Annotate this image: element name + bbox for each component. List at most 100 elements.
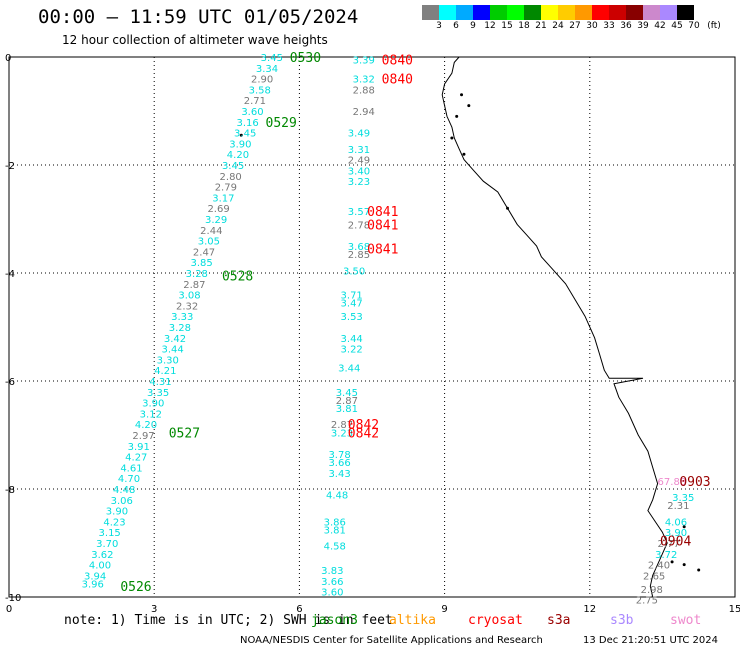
- wave-height-value: 3.28: [169, 323, 191, 334]
- footnote: note: 1) Time is in UTC; 2) SWH is in fe…: [64, 613, 393, 628]
- pass-time-label: 0842: [348, 418, 379, 433]
- colorbar-swatch: [592, 5, 609, 20]
- wave-height-value: 2.79: [215, 183, 237, 194]
- pass-time-label: 0526: [120, 580, 151, 595]
- wave-height-value: 3.90: [665, 528, 687, 539]
- wave-height-value: 3.71: [341, 291, 363, 302]
- legend-altika: altika: [389, 613, 436, 628]
- colorbar-swatch: [439, 5, 456, 20]
- wave-height-value: 3.42: [164, 334, 186, 345]
- wave-height-value: 3.44: [338, 364, 360, 375]
- wave-height-value: 2.44: [200, 226, 222, 237]
- wave-height-value: 3.08: [178, 291, 200, 302]
- wave-height-value: 2.78: [348, 220, 370, 231]
- colorbar-unit: (ft): [707, 21, 721, 31]
- wave-height-value: 2.65: [643, 571, 665, 582]
- wave-height-value: 3.44: [341, 334, 363, 345]
- wave-height-value: 3.53: [341, 312, 363, 323]
- pass-time-label: 0841: [367, 243, 398, 258]
- colorbar-swatch: [609, 5, 626, 20]
- wave-height-value: 3.23: [331, 428, 353, 439]
- colorbar-tick-label: 24: [552, 21, 564, 31]
- x-tick-label: 9: [441, 604, 447, 615]
- colorbar-swatch: [507, 5, 524, 20]
- island-marker: [682, 525, 686, 529]
- island-marker: [239, 133, 243, 137]
- island-marker: [697, 568, 701, 572]
- pass-time-label: 0529: [266, 116, 297, 131]
- wave-height-value: 3.86: [324, 517, 346, 528]
- wave-height-value: 2.75: [636, 596, 658, 607]
- wave-height-value: 3.83: [321, 566, 343, 577]
- wave-height-value: 3.50: [343, 266, 365, 277]
- wave-height-value: 4.20: [135, 420, 157, 431]
- colorbar-tick-label: 36: [620, 21, 632, 31]
- wave-height-value: 2.47: [193, 247, 215, 258]
- colorbar-swatch: [677, 5, 694, 20]
- wave-height-value: 3.35: [147, 388, 169, 399]
- colorbar-swatch: [490, 5, 507, 20]
- wave-height-value: 3.90: [229, 139, 251, 150]
- wave-height-value: 2.49: [348, 156, 370, 167]
- pass-time-label: 0841: [367, 205, 398, 220]
- wave-height-value: 67.88: [658, 477, 687, 488]
- colorbar-swatch: [575, 5, 592, 20]
- wave-height-value: 3.60: [241, 107, 263, 118]
- island-marker: [506, 206, 510, 210]
- pass-time-label: 0842: [348, 426, 379, 441]
- colorbar-tick-label: 42: [654, 21, 666, 31]
- wave-height-value: 2.94: [353, 107, 375, 118]
- island-marker: [670, 560, 674, 564]
- colorbar-swatch: [422, 5, 439, 20]
- pass-time-label: 0527: [169, 426, 200, 441]
- y-tick-label: -2: [5, 161, 15, 172]
- wave-height-value: 3.45: [336, 388, 358, 399]
- colorbar-tick-label: 39: [637, 21, 649, 31]
- wave-height-value: 3.40: [348, 166, 370, 177]
- wave-height-value: 4.20: [227, 150, 249, 161]
- wave-height-value: 3.43: [328, 469, 350, 480]
- colorbar-swatch: [643, 5, 660, 20]
- wave-height-value: 2.71: [244, 96, 266, 107]
- colorbar-swatch: [541, 5, 558, 20]
- wave-height-value: 3.39: [353, 56, 375, 67]
- island-marker: [450, 136, 454, 140]
- wave-height-value: 3.33: [171, 312, 193, 323]
- colorbar-tick-label: 18: [518, 21, 530, 31]
- wave-height-value: 3.62: [91, 550, 113, 561]
- wave-height-value: 3.90: [142, 399, 164, 410]
- wave-height-value: 3.85: [191, 258, 213, 269]
- pass-time-label: 0528: [222, 270, 253, 285]
- island-marker: [467, 104, 471, 108]
- colorbar-swatch: [456, 5, 473, 20]
- wave-height-value: 3.58: [249, 85, 271, 96]
- colorbar-tick-label: 70: [688, 21, 700, 31]
- wave-height-value: 3.70: [96, 539, 118, 550]
- legend-cryosat: cryosat: [468, 613, 523, 628]
- wave-height-value: 2.32: [176, 301, 198, 312]
- wave-height-value: 3.94: [84, 571, 106, 582]
- wave-height-value: 3.45: [234, 129, 256, 140]
- wave-height-value: 3.12: [140, 409, 162, 420]
- wave-height-value: 2.31: [667, 501, 689, 512]
- wave-height-value: 2.98: [641, 585, 663, 596]
- wave-height-value: 3.32: [353, 75, 375, 86]
- wave-height-value: 3.78: [328, 450, 350, 461]
- satellite-legend: jason3 altika cryosat s3a s3b swot: [0, 613, 740, 629]
- colorbar-swatch: [660, 5, 677, 20]
- colorbar-tick-label: 3: [436, 21, 442, 31]
- wave-height-value: 3.72: [655, 550, 677, 561]
- y-tick-label: 0: [5, 53, 11, 64]
- wave-height-value: 2.40: [648, 561, 670, 572]
- wave-height-value: 3.66: [321, 577, 343, 588]
- wave-height-value: 3.34: [256, 64, 278, 75]
- island-marker: [460, 93, 464, 97]
- wave-height-colorbar: [422, 5, 694, 20]
- pass-time-label: 0840: [382, 54, 413, 69]
- island-marker: [455, 114, 459, 118]
- wave-height-value: 3.22: [341, 345, 363, 356]
- wave-height-value: 3.16: [236, 118, 258, 129]
- colorbar-swatch: [626, 5, 643, 20]
- wave-height-value: 3.35: [672, 493, 694, 504]
- wave-height-value: 4.48: [326, 490, 348, 501]
